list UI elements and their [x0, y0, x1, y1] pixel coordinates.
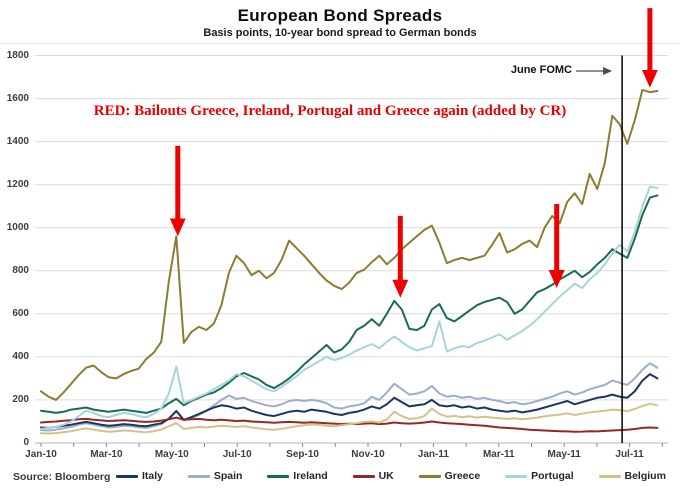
series-line-italy — [40, 373, 659, 429]
legend-swatch-greece — [418, 474, 441, 478]
x-axis-tick-label: Jul-11 — [615, 449, 644, 460]
series-line-portugal — [40, 185, 659, 430]
legend-item-spain: Spain — [187, 470, 243, 482]
page-title: European Bond Spreads — [237, 6, 443, 25]
x-axis-tick-label: May-10 — [154, 449, 189, 460]
legend-swatch-italy — [116, 474, 138, 478]
series-line-spain — [40, 362, 659, 432]
y-axis-tick-label: 600 — [12, 307, 29, 319]
x-axis-tick-label: May-11 — [547, 449, 581, 460]
x-axis-tick-label: Jul-10 — [222, 449, 252, 460]
y-axis-tick-label: 0 — [23, 437, 29, 448]
x-axis-tick-label: Sep-10 — [286, 449, 319, 460]
y-axis-tick-label: 1400 — [6, 135, 29, 147]
y-axis-tick-label: 800 — [12, 264, 29, 276]
x-axis-tick-label: Jan-10 — [25, 449, 57, 460]
legend-label: Greece — [444, 470, 481, 482]
header-divider — [0, 43, 680, 44]
y-axis-tick-label: 400 — [12, 350, 29, 362]
legend-label: Spain — [213, 470, 243, 482]
page-subtitle: Basis points, 10-year bond spread to Ger… — [203, 27, 477, 39]
x-axis-tick-label: Mar-11 — [482, 449, 515, 460]
legend-swatch-belgium — [598, 474, 621, 478]
legend-item-belgium: Belgium — [598, 470, 666, 482]
x-axis-tick-label: Mar-10 — [90, 449, 123, 460]
series-line-ireland — [40, 194, 659, 414]
x-axis-tick-label: Nov-10 — [351, 449, 385, 460]
chart-legend: Italy Spain Ireland UK Greece Portugal Belgium — [116, 470, 666, 482]
series-line-belgium — [40, 402, 659, 435]
y-axis-tick-label: 200 — [12, 393, 29, 405]
annotation-arrows — [169, 8, 658, 443]
y-axis-tick-label: 1600 — [6, 92, 29, 104]
legend-swatch-uk — [352, 474, 375, 478]
june-fomc-label: June FOMC — [510, 64, 572, 76]
y-axis-tick-label: 1000 — [6, 221, 29, 233]
legend-swatch-spain — [187, 474, 210, 478]
series-line-greece — [40, 88, 659, 401]
series-line-uk — [40, 416, 659, 433]
legend-label: Italy — [142, 470, 164, 482]
y-axis-tick-label: 1200 — [6, 178, 29, 190]
bailouts-annotation: RED: Bailouts Greece, Ireland, Portugal … — [93, 103, 567, 119]
series-lines — [40, 88, 659, 435]
x-axis-tick-label: Jan-11 — [417, 449, 449, 460]
y-axis-tick-label: 1800 — [6, 49, 29, 61]
legend-label: Belgium — [624, 470, 666, 482]
legend-item-italy: Italy — [116, 470, 163, 482]
legend-item-ireland: Ireland — [267, 470, 328, 482]
legend-label: Ireland — [293, 470, 328, 482]
source-label: Source: Bloomberg — [13, 471, 111, 483]
legend-label: Portugal — [531, 470, 574, 482]
legend-swatch-portugal — [505, 474, 528, 478]
legend-item-greece: Greece — [418, 470, 481, 482]
legend-item-uk: UK — [352, 470, 394, 482]
legend-swatch-ireland — [267, 474, 290, 478]
legend-item-portugal: Portugal — [505, 470, 574, 482]
legend-label: UK — [378, 470, 394, 482]
